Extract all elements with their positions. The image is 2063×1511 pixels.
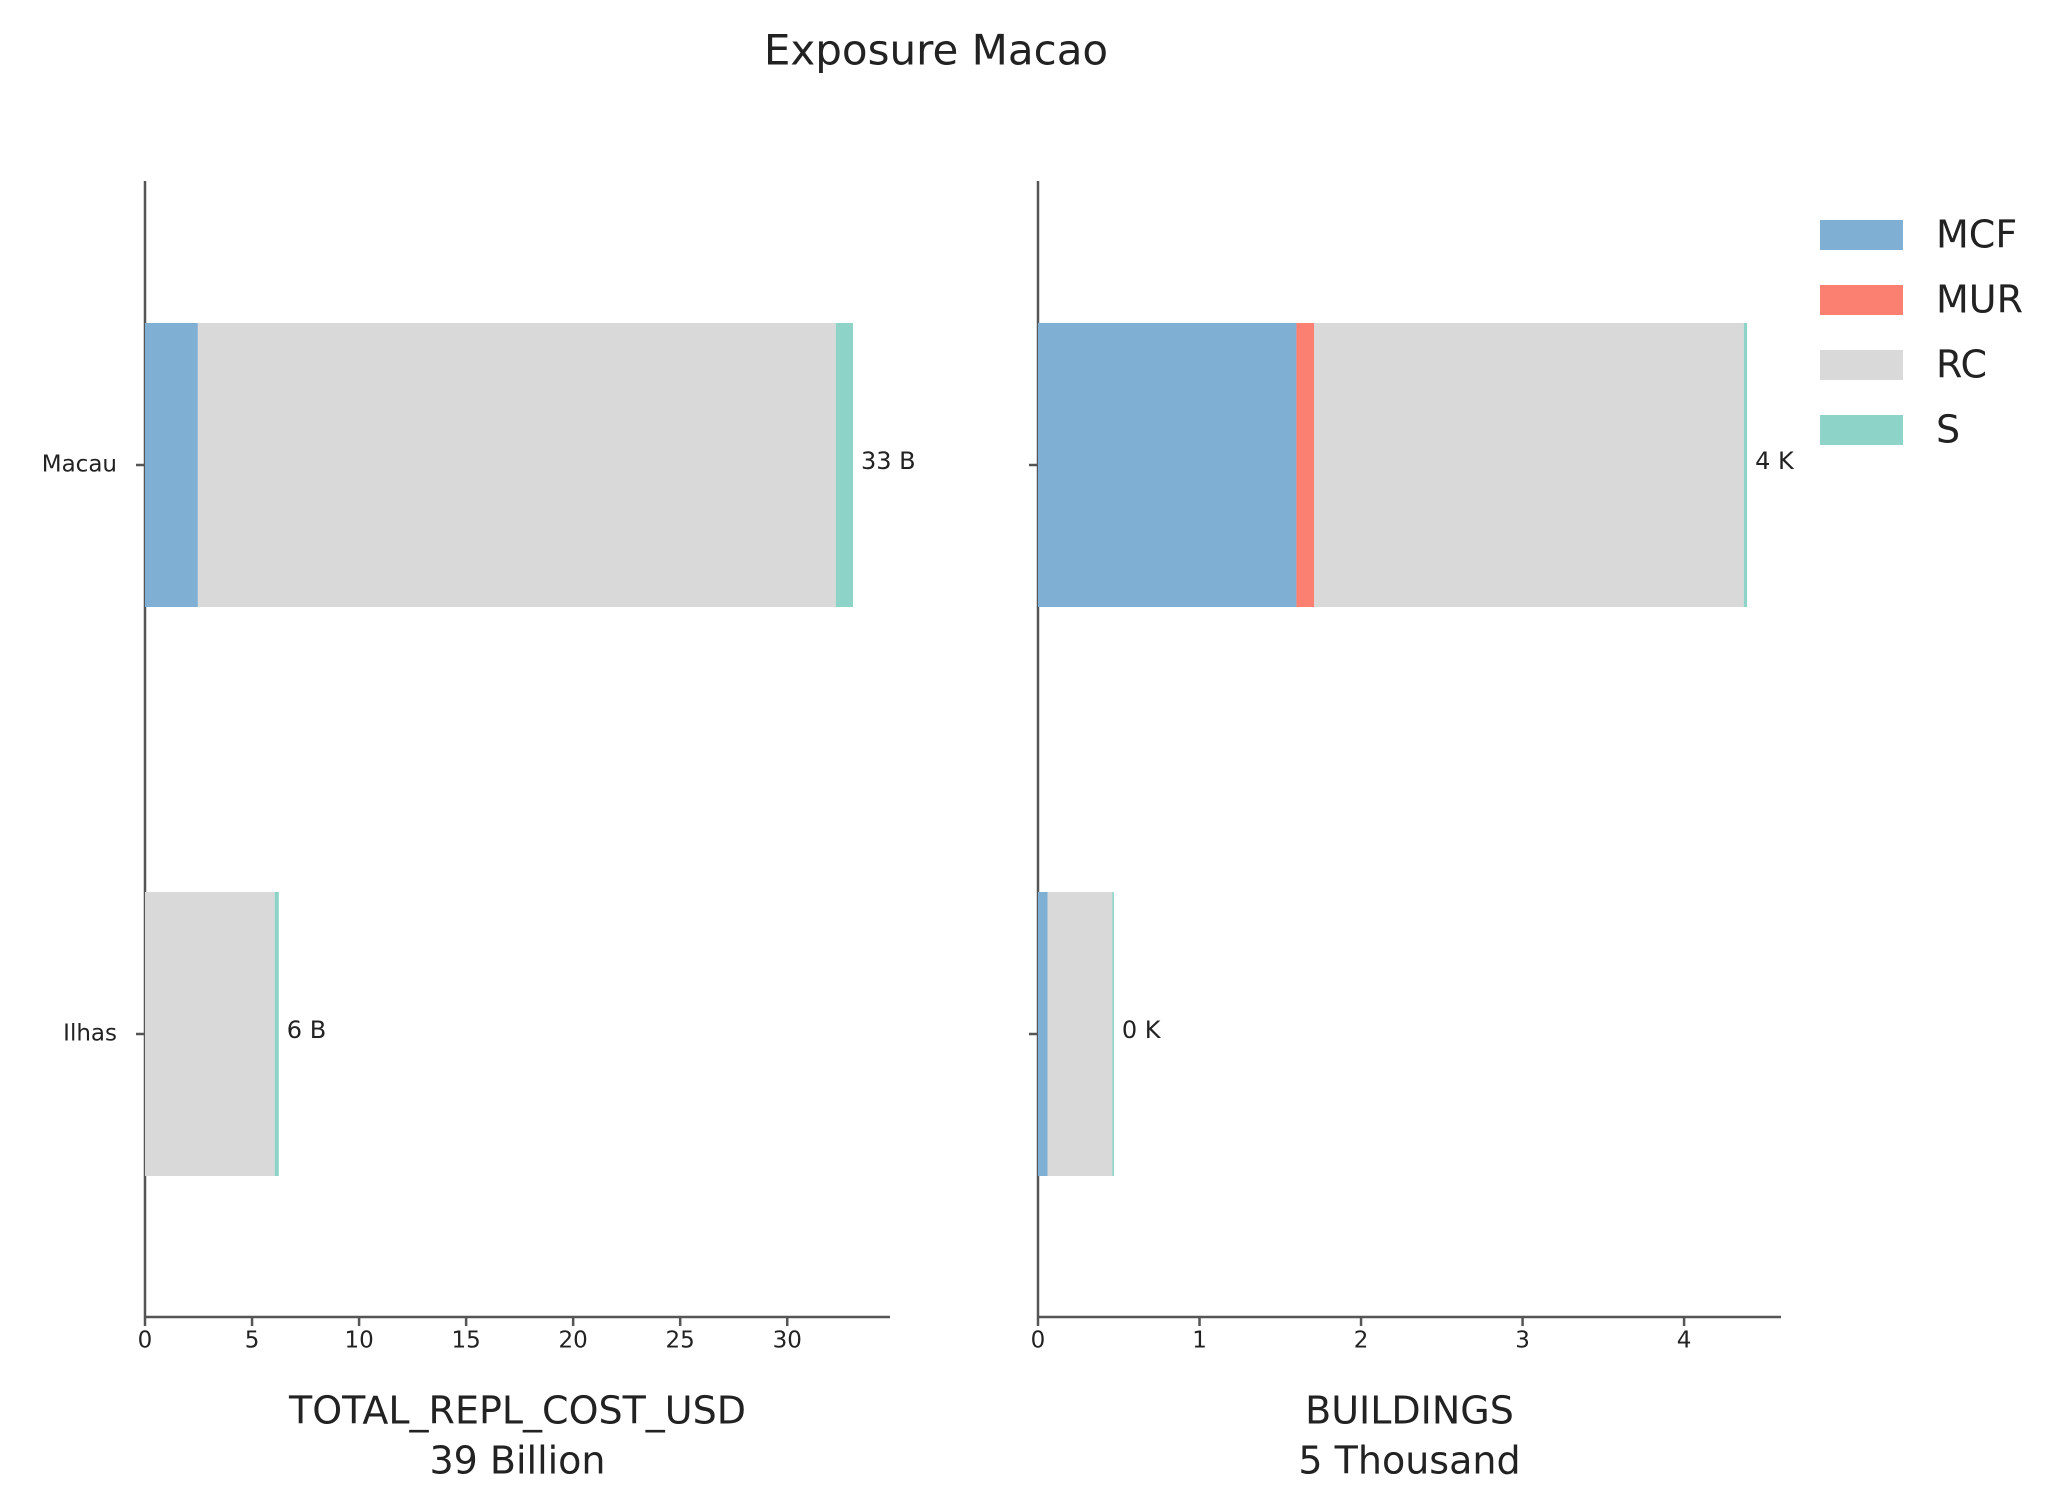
legend-swatch [1820,285,1903,315]
x-tick-label: 2 [1354,1328,1369,1354]
bar-segment [1314,323,1744,607]
x-axis-label: TOTAL_REPL_COST_USD [288,1389,746,1433]
total-label: 4 K [1755,447,1795,475]
x-axis-label: BUILDINGS [1305,1389,1514,1433]
legend-label: MCF [1936,213,2017,257]
x-tick-label: 20 [559,1328,588,1354]
bar-segment [274,892,279,1176]
x-tick-label: 15 [451,1328,480,1354]
y-tick-label: Ilhas [63,1021,117,1047]
legend-swatch [1820,415,1903,445]
x-axis-label: 5 Thousand [1298,1439,1520,1483]
x-tick-label: 4 [1677,1328,1692,1354]
bar-segment [145,323,198,607]
legend-swatch [1820,220,1903,250]
bar-segment [1047,892,1113,1176]
x-axis-label: 39 Billion [429,1439,605,1483]
bar-segment [1296,323,1315,607]
bar-segment [197,323,836,607]
legend-swatch [1820,350,1903,380]
x-tick-label: 5 [245,1328,260,1354]
total-label: 6 B [287,1016,326,1044]
bar-segment [145,892,275,1176]
x-tick-label: 25 [666,1328,695,1354]
x-tick-label: 3 [1515,1328,1530,1354]
bar-segment [1743,323,1748,607]
y-tick-label: Macau [42,452,117,478]
legend-label: RC [1936,343,1987,387]
x-tick-label: 0 [1031,1328,1046,1354]
legend-label: MUR [1936,278,2023,322]
x-tick-label: 30 [773,1328,802,1354]
x-tick-label: 0 [138,1328,153,1354]
bar-segment [1038,323,1297,607]
x-tick-label: 10 [344,1328,373,1354]
figure-title: Exposure Macao [764,26,1108,75]
x-tick-label: 1 [1192,1328,1207,1354]
bar-segment [1038,892,1048,1176]
legend-label: S [1936,408,1960,452]
bar-segment [835,323,853,607]
total-label: 0 K [1122,1016,1162,1044]
bar-segment [1112,892,1114,1176]
total-label: 33 B [861,447,916,475]
